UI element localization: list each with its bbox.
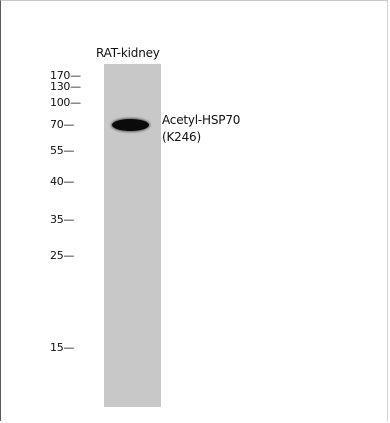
marker-35: 35— (50, 213, 75, 226)
marker-130: 130— (50, 80, 81, 93)
gel-lane (104, 64, 161, 407)
marker-25: 25— (50, 249, 75, 262)
protein-label: Acetyl-HSP70 (K246) (162, 112, 240, 146)
marker-55: 55— (50, 144, 75, 157)
marker-70: 70— (50, 118, 75, 131)
protein-label-site: (K246) (162, 130, 201, 144)
marker-170: 170— (50, 69, 81, 82)
protein-band (112, 119, 149, 131)
marker-15: 15— (50, 341, 75, 354)
sample-label: RAT-kidney (96, 46, 160, 60)
marker-100: 100— (50, 96, 81, 109)
protein-label-name: Acetyl-HSP70 (162, 113, 241, 127)
marker-40: 40— (50, 175, 75, 188)
